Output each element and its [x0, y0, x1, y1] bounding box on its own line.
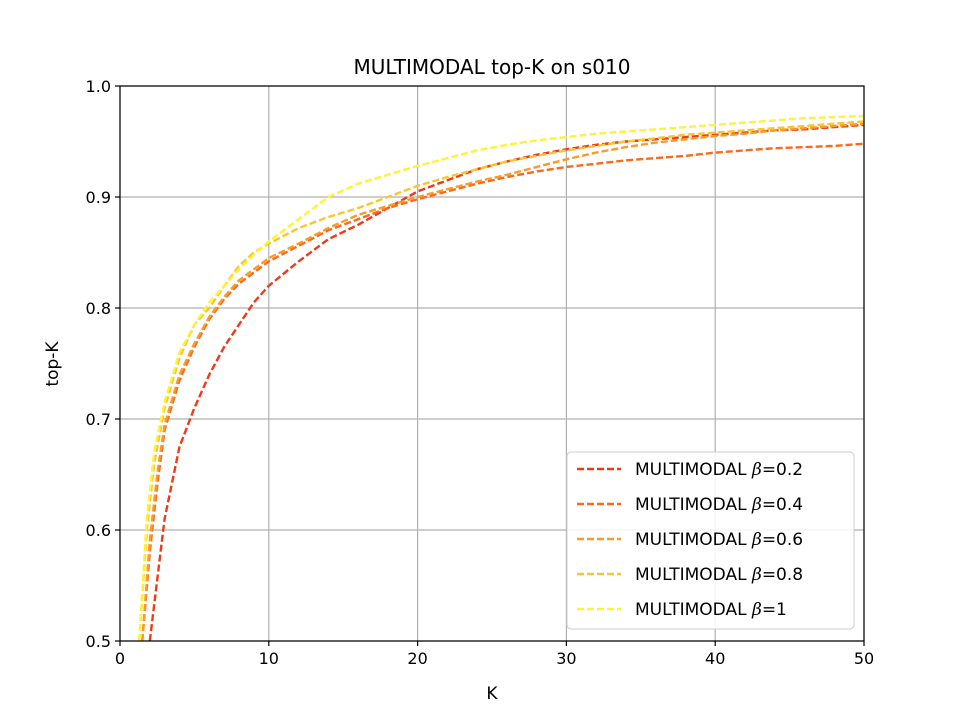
y-tick-label: 0.9	[86, 188, 111, 207]
x-axis-ticks: 0 10 20 30 40 50	[115, 641, 874, 668]
legend-label-prefix: MULTIMODAL	[635, 600, 752, 620]
legend-entry-2: MULTIMODAL β=0.4	[635, 495, 803, 515]
x-tick-label: 30	[556, 649, 576, 668]
y-tick-label: 0.6	[86, 521, 111, 540]
series-line-5	[138, 114, 865, 642]
y-tick-label: 0.8	[86, 299, 111, 318]
chart-title: MULTIMODAL top-K on s010	[354, 55, 631, 79]
legend-label-prefix: MULTIMODAL	[635, 565, 752, 585]
legend-entry-4: MULTIMODAL β=0.8	[635, 565, 803, 585]
series-line-1	[148, 123, 865, 642]
legend-box	[566, 451, 855, 630]
legend-label-prefix: MULTIMODAL	[635, 495, 752, 515]
x-tick-label: 10	[259, 649, 279, 668]
legend-label-suffix: =0.6	[762, 530, 803, 550]
y-tick-label: 0.5	[86, 632, 111, 651]
legend-entry-5: MULTIMODAL β=1	[635, 600, 787, 620]
legend-label-symbol: β	[751, 530, 762, 550]
legend-label-symbol: β	[751, 495, 762, 515]
x-tick-label: 50	[854, 649, 874, 668]
y-tick-label: 0.7	[86, 410, 111, 429]
x-tick-label: 20	[407, 649, 427, 668]
x-tick-label: 0	[115, 649, 125, 668]
x-tick-label: 40	[705, 649, 725, 668]
plot-lines	[138, 114, 865, 642]
x-axis-label: K	[486, 684, 498, 704]
plot-frame	[119, 85, 865, 642]
legend-entry-1: MULTIMODAL β=0.2	[635, 460, 803, 480]
legend-label-prefix: MULTIMODAL	[635, 460, 752, 480]
series-line-3	[141, 122, 865, 642]
legend-label-symbol: β	[751, 460, 762, 480]
legend-label-symbol: β	[751, 565, 762, 585]
legend-entry-3: MULTIMODAL β=0.6	[635, 530, 803, 550]
grid	[119, 85, 865, 642]
legend-label-symbol: β	[751, 600, 762, 620]
y-tick-label: 1.0	[86, 77, 111, 96]
y-axis-label: top-K	[43, 341, 63, 387]
y-axis-ticks: 0.5 0.6 0.7 0.8 0.9 1.0	[86, 77, 120, 651]
legend-label-suffix: =0.8	[762, 565, 803, 585]
legend-label-suffix: =0.4	[762, 495, 803, 515]
series-line-2	[141, 142, 865, 642]
legend-label-suffix: =1	[762, 600, 787, 620]
legend-label-suffix: =0.2	[762, 460, 803, 480]
legend-label-prefix: MULTIMODAL	[635, 530, 752, 550]
